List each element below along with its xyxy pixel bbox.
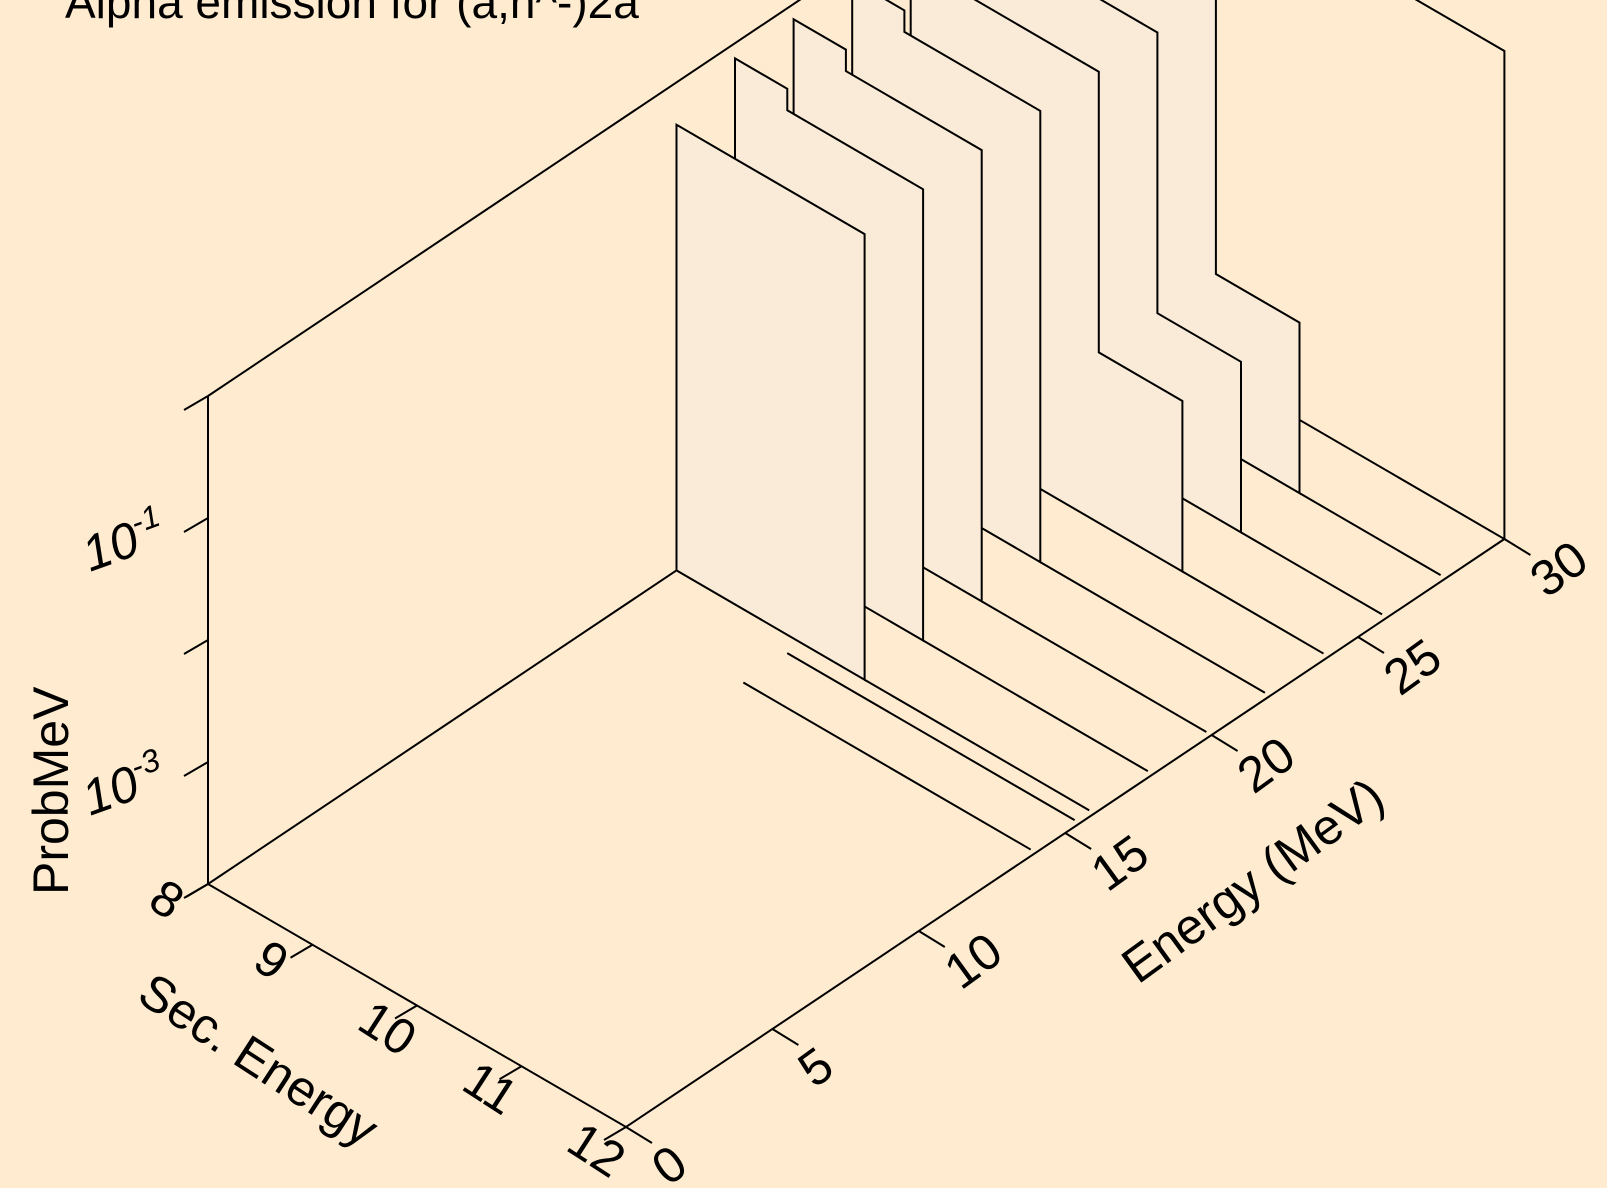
y-axis-label: Energy (MeV) <box>1112 767 1394 994</box>
series-baseline <box>1181 570 1324 655</box>
series-baseline <box>981 600 1207 733</box>
z-tick <box>183 761 209 777</box>
z-tick-label: 10-1 <box>73 497 173 582</box>
z-tick <box>183 883 209 899</box>
zero-line <box>786 652 1076 822</box>
z-tick <box>183 639 209 655</box>
zero-line <box>742 681 1032 851</box>
z-axis-ticks: 10-3 10-1 <box>73 395 209 899</box>
series-traces <box>675 0 1442 851</box>
series-baseline <box>1299 492 1442 577</box>
series-baseline <box>1039 561 1266 694</box>
y-tick-label-5: 5 <box>788 1036 843 1098</box>
y-tick-20 <box>1211 734 1239 752</box>
y-tick-25 <box>1357 636 1385 654</box>
series-baseline <box>1240 531 1383 616</box>
chart-title: Alpha emission for (a,n^-)2a <box>65 0 639 28</box>
series-trace <box>675 122 1090 812</box>
x-tick-10 <box>394 1004 418 1020</box>
y-tick-label-15: 15 <box>1081 824 1159 902</box>
series-face <box>675 122 866 682</box>
z-tick-label: 10-3 <box>73 741 173 826</box>
x-tick-12 <box>603 1126 627 1141</box>
series-baseline <box>864 678 1090 812</box>
x-tick-label-8: 8 <box>140 868 194 930</box>
back-wall-top <box>207 0 802 397</box>
z-tick <box>183 517 209 533</box>
z-axis-label: ProbMeV <box>23 686 79 895</box>
z-tick <box>183 395 209 411</box>
y-tick-label-25: 25 <box>1374 628 1452 706</box>
x-tick-label-11: 11 <box>454 1051 528 1126</box>
y-tick-5 <box>771 1028 799 1046</box>
x-tick-9 <box>289 943 314 959</box>
y-tick-0 <box>625 1126 653 1144</box>
x-tick-label-10: 10 <box>349 990 426 1067</box>
y-tick-30 <box>1503 538 1531 556</box>
y-tick-label-30: 30 <box>1520 530 1598 608</box>
x-tick-label-12: 12 <box>558 1111 635 1188</box>
y-tick-10 <box>918 930 946 948</box>
y-tick-15 <box>1064 832 1092 850</box>
x-tick-label-9: 9 <box>245 929 299 991</box>
series-baseline <box>922 639 1149 773</box>
right-wall-edges <box>1414 0 1506 539</box>
x-axis-label: Sec. Energy <box>129 962 388 1157</box>
y-tick-label-10: 10 <box>934 922 1012 1000</box>
y-tick-label-20: 20 <box>1227 726 1305 804</box>
x-tick-11 <box>498 1065 523 1081</box>
